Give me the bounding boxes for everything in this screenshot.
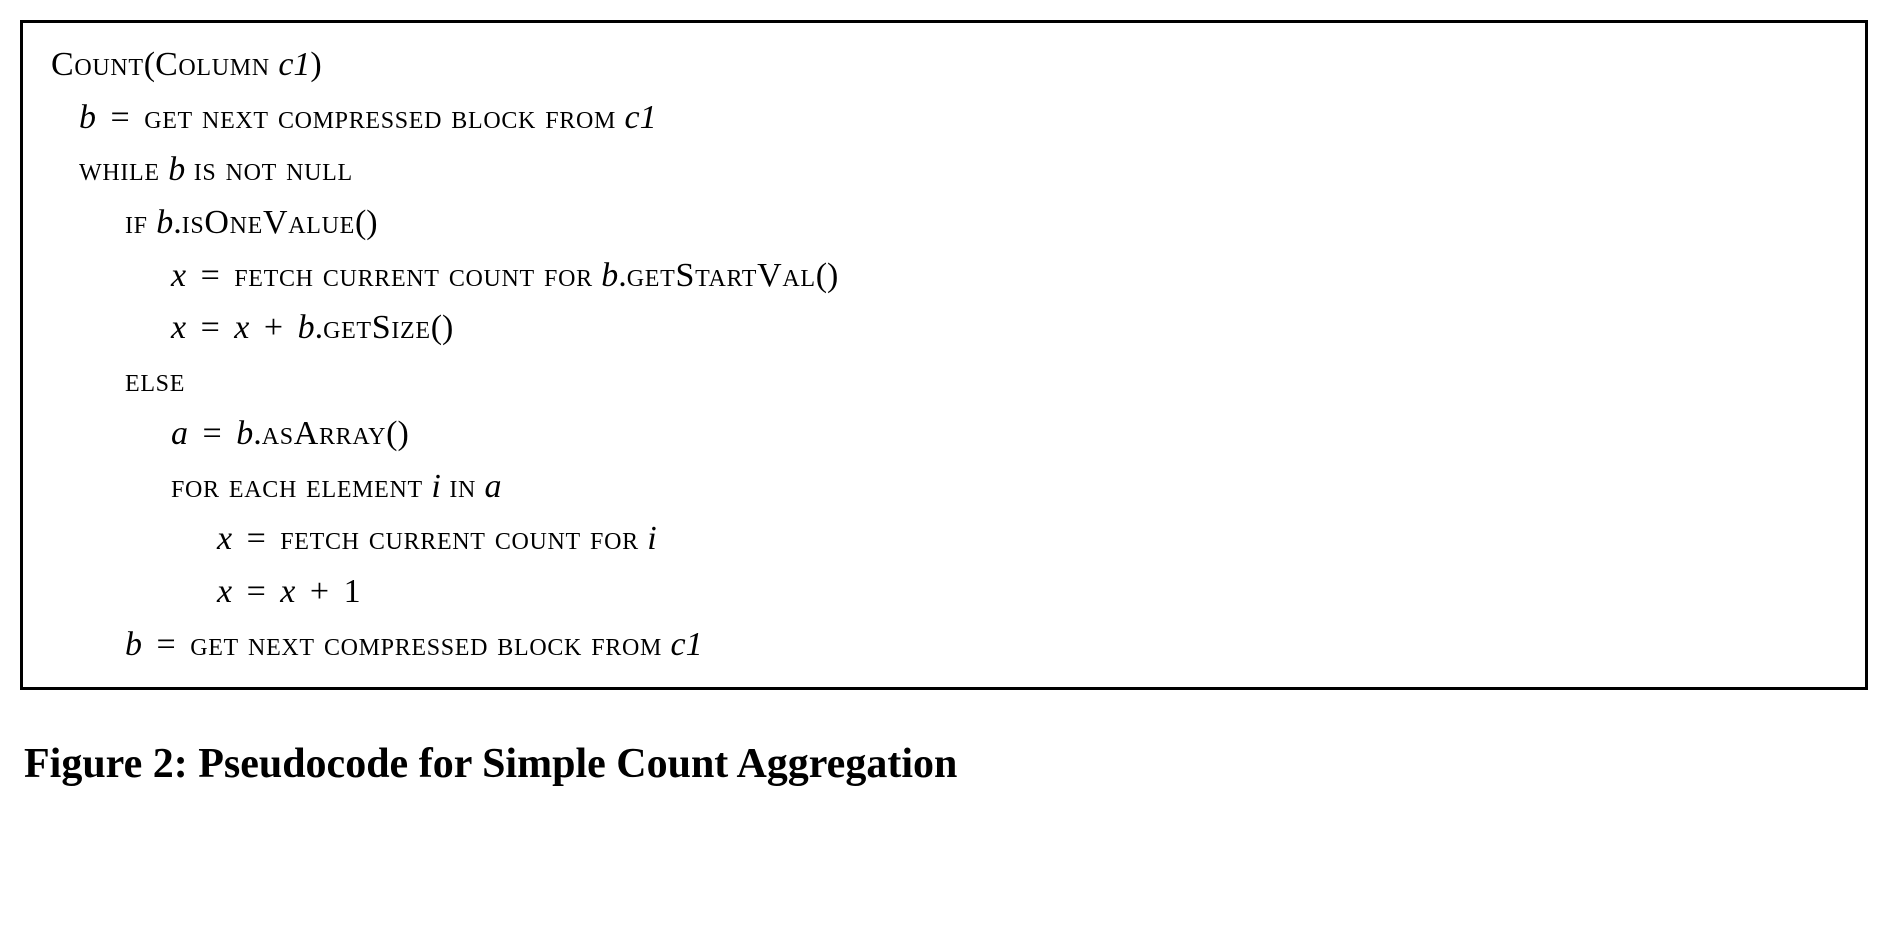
paren-close: ) [442, 309, 453, 346]
op-eq: = [151, 626, 182, 663]
paren-open: ( [816, 257, 827, 294]
fn-name: Count [51, 46, 144, 83]
var-b: b [79, 99, 96, 136]
kw-in: in [449, 468, 476, 505]
arg-name: c1 [278, 46, 310, 83]
var-b: b [125, 626, 142, 663]
kw-while: while [79, 151, 160, 188]
op-eq: = [195, 257, 226, 294]
paren-open: ( [386, 415, 397, 452]
var-b: b [236, 415, 253, 452]
line-x-fetch-startval: x = fetch current count for b.getStartVa… [51, 250, 1837, 303]
line-x-plus-size: x = x + b.getSize() [51, 302, 1837, 355]
m-isOneValue: isOneValue [182, 204, 355, 241]
op-eq: = [241, 573, 272, 610]
kw-fetch: fetch current count for [280, 520, 639, 557]
paren-close: ) [366, 204, 377, 241]
paren-close: ) [827, 257, 838, 294]
paren-open: ( [355, 204, 366, 241]
pseudocode-box: Count(Column c1) b = get next compressed… [20, 20, 1868, 690]
m-asArray: asArray [262, 415, 386, 452]
var-b: b [156, 204, 173, 241]
var-c1: c1 [670, 626, 702, 663]
kw-get-next: get next compressed block from [190, 626, 662, 663]
op-plus: + [304, 573, 335, 610]
kw-is-not-null: is not null [194, 151, 353, 188]
line-b-get-next-2: b = get next compressed block from c1 [51, 619, 1837, 672]
var-x: x [280, 573, 295, 610]
line-x-plus-one: x = x + 1 [51, 566, 1837, 619]
kw-else: else [125, 362, 185, 399]
op-eq: = [241, 520, 272, 557]
dot: . [253, 415, 262, 452]
var-x: x [234, 309, 249, 346]
var-b: b [168, 151, 185, 188]
dot: . [173, 204, 182, 241]
line-x-fetch-i: x = fetch current count for i [51, 513, 1837, 566]
kw-for-each: for each element [171, 468, 423, 505]
var-b: b [601, 257, 618, 294]
m-getSize: getSize [323, 309, 431, 346]
m-getStartVal: getStartVal [627, 257, 816, 294]
line-signature: Count(Column c1) [51, 39, 1837, 92]
var-x: x [217, 573, 232, 610]
line-else: else [51, 355, 1837, 408]
kw-fetch: fetch current count for [234, 257, 593, 294]
paren-open: ( [144, 46, 155, 83]
var-c1: c1 [624, 99, 656, 136]
op-eq: = [197, 415, 228, 452]
lit-one: 1 [344, 573, 361, 610]
var-a: a [485, 468, 502, 505]
line-while: while b is not null [51, 144, 1837, 197]
dot: . [315, 309, 324, 346]
line-for-each: for each element i in a [51, 461, 1837, 514]
var-x: x [171, 257, 186, 294]
kw-if: if [125, 204, 148, 241]
var-i: i [431, 468, 440, 505]
dot: . [618, 257, 627, 294]
line-if: if b.isOneValue() [51, 197, 1837, 250]
line-a-asarray: a = b.asArray() [51, 408, 1837, 461]
var-b: b [298, 309, 315, 346]
var-i: i [647, 520, 656, 557]
arg-type: Column [155, 46, 270, 83]
op-eq: = [195, 309, 226, 346]
paren-open: ( [431, 309, 442, 346]
figure-caption: Figure 2: Pseudocode for Simple Count Ag… [20, 732, 1868, 797]
op-eq: = [105, 99, 136, 136]
caption-text: Pseudocode for Simple Count Aggregation [198, 741, 957, 787]
line-b-get-next: b = get next compressed block from c1 [51, 92, 1837, 145]
op-plus: + [258, 309, 289, 346]
paren-close: ) [310, 46, 321, 83]
var-x: x [171, 309, 186, 346]
paren-close: ) [398, 415, 409, 452]
figure-wrapper: Count(Column c1) b = get next compressed… [20, 20, 1868, 797]
var-a: a [171, 415, 188, 452]
kw-get-next: get next compressed block from [144, 99, 616, 136]
caption-label: Figure 2: [24, 741, 188, 787]
var-x: x [217, 520, 232, 557]
